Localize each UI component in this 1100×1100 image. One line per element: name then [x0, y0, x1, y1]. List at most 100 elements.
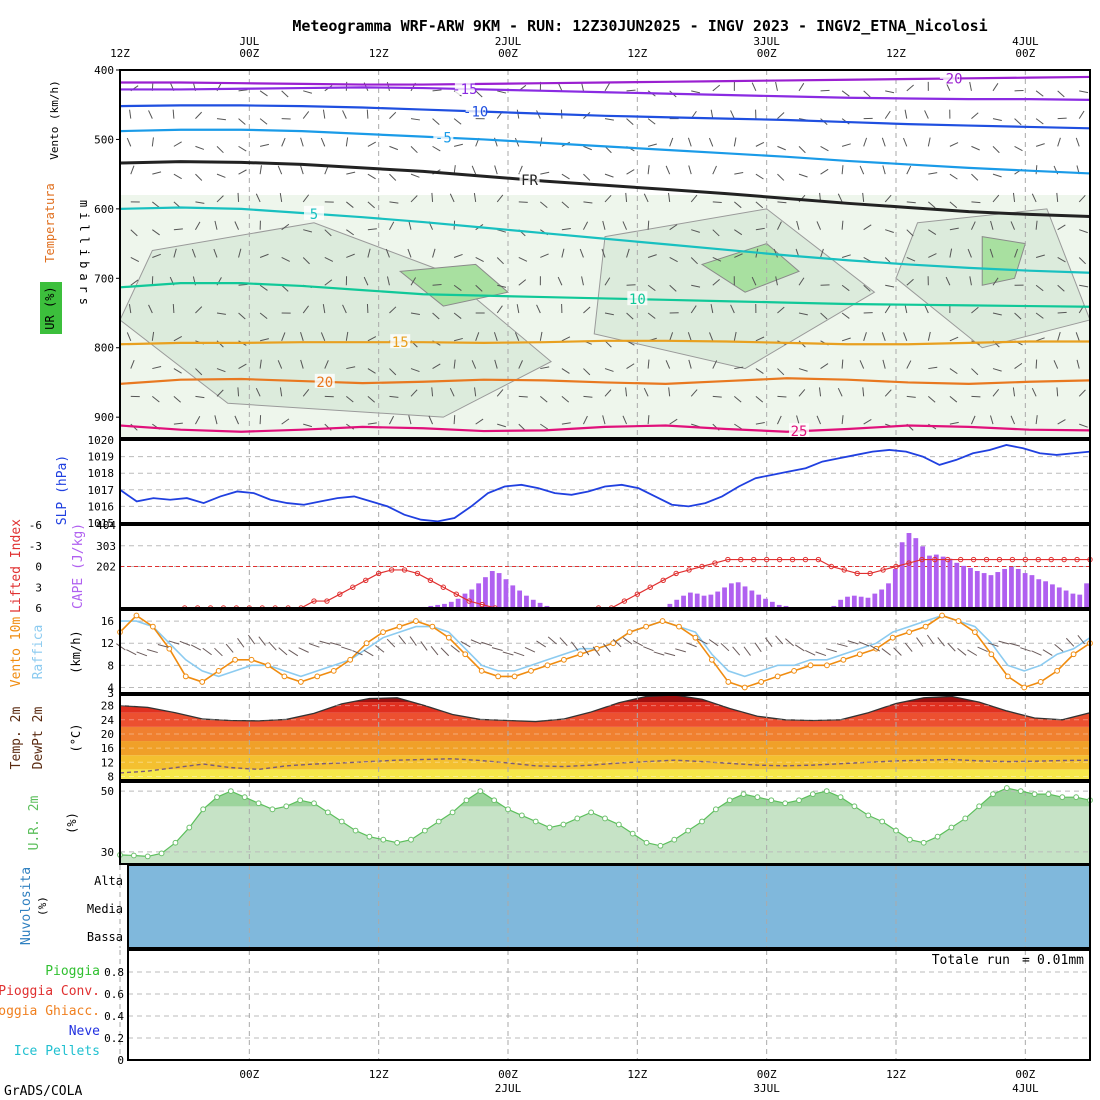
wind-barb [410, 173, 420, 178]
pressure-tick-label: 400 [94, 64, 114, 77]
isotherm-label: -20 [937, 72, 962, 88]
isotherm-line [119, 160, 1091, 219]
wind-arrow [570, 641, 579, 651]
wind-barb [604, 195, 612, 203]
isotherm-label-bg [314, 373, 335, 388]
rh-point [491, 797, 498, 804]
wind-barb [238, 248, 242, 258]
lifted-index-point [970, 556, 977, 563]
wind-barb [152, 201, 160, 208]
wind-arrow [536, 640, 546, 648]
wind-barb [775, 276, 778, 286]
wind10m-panel: 34 8 12 16 Vento 10m Raffica (km/h) [9, 609, 1093, 700]
cape-bar [1084, 583, 1089, 608]
wind-barb [1057, 284, 1065, 292]
wind-arrow [386, 638, 396, 648]
wind-barb [148, 110, 153, 119]
wind-barb [776, 221, 782, 230]
pressure-ticks: 400 500 600 700 800 900 [94, 64, 120, 424]
wind-barb [303, 90, 313, 94]
total-run-label: Totale run [932, 953, 1010, 968]
rh-point [782, 800, 789, 807]
isotherm-label-bg [390, 334, 411, 349]
wind-arrow [754, 642, 762, 653]
wind-barb [1035, 118, 1044, 125]
wind-barb [540, 253, 549, 258]
rh-point [435, 818, 442, 825]
wind-barb [518, 395, 528, 398]
wind-arrow [258, 636, 266, 646]
wind-point [659, 618, 666, 624]
wind-barb [796, 220, 800, 230]
wind-barb [281, 332, 286, 341]
rh-point [823, 788, 830, 795]
wind-point [791, 667, 797, 674]
wind-barb [561, 201, 570, 209]
wind-point [380, 629, 386, 636]
cape-bar [1009, 566, 1014, 608]
wind-barb [389, 415, 395, 425]
isotherm-line [120, 86, 1091, 101]
rh-point [1073, 794, 1080, 801]
cape-bar [858, 596, 864, 608]
isotherm-label: 20 [316, 375, 333, 391]
wind-barb [668, 387, 671, 397]
wind-barb [389, 395, 399, 398]
rh-point [920, 839, 927, 846]
wind-barb [453, 284, 462, 291]
wind-barb [928, 201, 936, 209]
wind-barb [259, 312, 268, 320]
cape-bar [544, 605, 550, 608]
wind-barb [173, 422, 183, 425]
wind-arrow [298, 647, 309, 653]
lifted-index-point [440, 584, 447, 590]
wind-barb [518, 279, 527, 286]
wind-barb [432, 284, 442, 286]
wind-barb [453, 253, 463, 258]
wind-barb [345, 331, 349, 341]
wind-barb [601, 248, 606, 258]
slp-panel: 1015 1016 1017 1018 1019 1020 SLP (hPa) [55, 434, 1091, 530]
cape-bar [954, 562, 960, 608]
wind-barb [129, 109, 132, 119]
wind-barb [151, 331, 155, 341]
cape-bar [913, 538, 919, 608]
wind-barb [302, 305, 309, 314]
wind-barb [625, 192, 628, 202]
wind-barb [173, 141, 182, 147]
slp-series-line [119, 444, 1091, 523]
wind-arrow [308, 643, 320, 648]
wind-barb [561, 422, 571, 425]
precip-ticks: 0 0.2 0.4 0.6 0.8 [104, 966, 124, 1067]
cape-frame [119, 524, 1091, 609]
isotherm-label-bg [433, 129, 454, 144]
isotherm-label: 10 [629, 292, 646, 308]
wind-barb [734, 253, 743, 258]
wind-barb [346, 201, 354, 208]
wind-barb [324, 360, 329, 369]
wind-barb [927, 331, 931, 341]
cape-bar [995, 572, 1001, 608]
wind-barb [389, 306, 397, 314]
wind-point [725, 679, 732, 685]
wind-barb [1057, 90, 1065, 98]
wind-barb [195, 145, 205, 150]
wind-barb [367, 248, 371, 258]
wind-barb [734, 395, 742, 403]
wind-barb [841, 359, 844, 369]
wind-barb [602, 220, 606, 230]
wind-point [560, 656, 567, 663]
wind-barb [776, 415, 782, 425]
wind-point [692, 634, 699, 641]
wind-point [199, 679, 206, 685]
rh-point [200, 806, 207, 813]
cape-bar [503, 579, 509, 608]
wind-tick-label: 12 [101, 637, 114, 650]
rh2m-unit-label: (%) [65, 812, 79, 834]
rh-point [754, 794, 761, 801]
wind-barb [863, 332, 867, 341]
cape-bar [1022, 573, 1028, 608]
wind-barb [1035, 220, 1038, 230]
wind-barb [216, 146, 224, 154]
wind-barb [945, 276, 951, 286]
